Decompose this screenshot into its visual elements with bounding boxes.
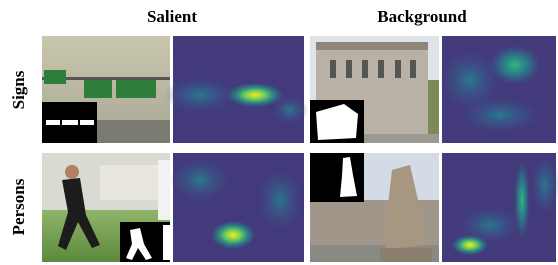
photo-statue <box>310 153 439 262</box>
window <box>330 60 336 78</box>
heat-blob <box>211 221 255 249</box>
mask-shape <box>62 120 78 125</box>
sign <box>116 80 156 98</box>
window <box>346 60 352 78</box>
window <box>395 60 401 78</box>
row-header: Persons <box>9 178 28 235</box>
heatmap <box>440 36 556 143</box>
window <box>362 60 368 78</box>
figure: Salient Background Signs Persons <box>0 0 558 265</box>
roof <box>316 42 428 50</box>
pedestal <box>380 248 432 262</box>
row-header: Signs <box>9 70 28 109</box>
mask-shape <box>46 120 60 125</box>
window <box>378 60 384 78</box>
heat-blob <box>531 155 558 215</box>
heat-blob <box>460 207 520 243</box>
mask-shape <box>163 225 170 260</box>
sign <box>84 80 112 98</box>
heat-blob <box>489 45 541 85</box>
photo-soccer <box>42 153 170 262</box>
heat-blob <box>272 96 308 124</box>
player <box>158 160 170 220</box>
page: Salient Background Signs Persons <box>0 0 558 265</box>
heatmap <box>170 153 304 262</box>
column-header: Salient <box>147 7 197 26</box>
photo-signs <box>42 36 170 143</box>
sign <box>44 70 66 84</box>
heat-blob <box>258 170 302 230</box>
tree <box>428 80 439 134</box>
mask-shape <box>80 120 94 125</box>
column-header: Background <box>377 7 467 26</box>
heat-blob <box>170 158 230 202</box>
heatmap <box>165 36 308 143</box>
building <box>100 165 160 200</box>
window <box>410 60 416 78</box>
heatmap <box>442 153 558 262</box>
heat-blob <box>165 77 235 113</box>
player-head <box>65 165 79 179</box>
heat-blob <box>460 97 540 133</box>
photo-building <box>310 36 439 143</box>
